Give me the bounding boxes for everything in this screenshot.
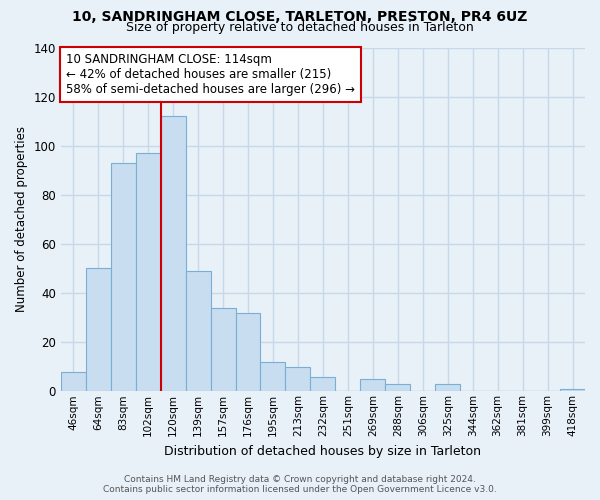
X-axis label: Distribution of detached houses by size in Tarleton: Distribution of detached houses by size … — [164, 444, 481, 458]
Bar — [385, 384, 410, 392]
Bar — [211, 308, 236, 392]
Bar — [361, 379, 385, 392]
Text: Size of property relative to detached houses in Tarleton: Size of property relative to detached ho… — [126, 21, 474, 34]
Bar — [560, 389, 585, 392]
Bar — [136, 153, 161, 392]
Bar — [286, 366, 310, 392]
Y-axis label: Number of detached properties: Number of detached properties — [15, 126, 28, 312]
Bar — [185, 271, 211, 392]
Text: 10 SANDRINGHAM CLOSE: 114sqm
← 42% of detached houses are smaller (215)
58% of s: 10 SANDRINGHAM CLOSE: 114sqm ← 42% of de… — [66, 52, 355, 96]
Text: Contains HM Land Registry data © Crown copyright and database right 2024.
Contai: Contains HM Land Registry data © Crown c… — [103, 474, 497, 494]
Bar — [310, 376, 335, 392]
Bar — [260, 362, 286, 392]
Bar — [236, 312, 260, 392]
Bar — [111, 163, 136, 392]
Bar — [161, 116, 185, 392]
Text: 10, SANDRINGHAM CLOSE, TARLETON, PRESTON, PR4 6UZ: 10, SANDRINGHAM CLOSE, TARLETON, PRESTON… — [73, 10, 527, 24]
Bar — [86, 268, 111, 392]
Bar — [61, 372, 86, 392]
Bar — [435, 384, 460, 392]
